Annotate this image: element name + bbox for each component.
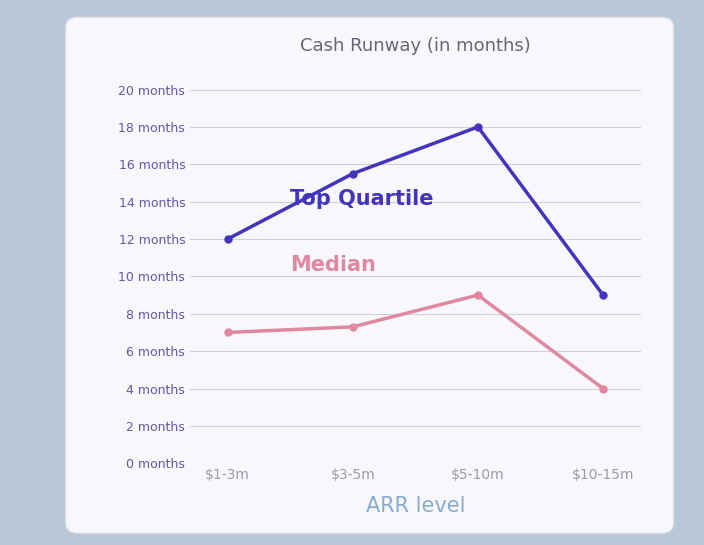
FancyBboxPatch shape: [65, 17, 674, 533]
Text: Top Quartile: Top Quartile: [290, 189, 434, 209]
Text: Median: Median: [290, 255, 376, 275]
X-axis label: ARR level: ARR level: [365, 496, 465, 516]
Title: Cash Runway (in months): Cash Runway (in months): [300, 38, 531, 56]
